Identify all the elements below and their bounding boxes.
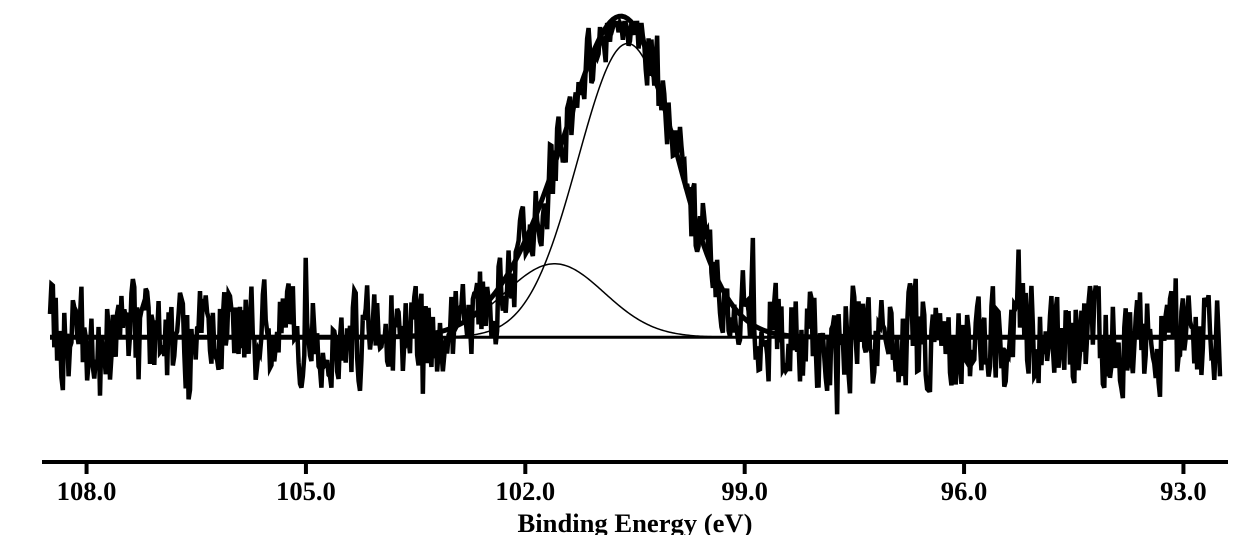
xps-spectrum-svg: 108.0 105.0 102.0 99.0 96.0 93.0 Binding Energ…	[0, 0, 1239, 535]
x-tick-label: 99.0	[721, 476, 768, 506]
x-tick-label: 108.0	[57, 476, 117, 506]
x-tick-label: 93.0	[1160, 476, 1207, 506]
xps-spectrum-figure: 108.0 105.0 102.0 99.0 96.0 93.0 Binding Energ…	[0, 0, 1239, 535]
x-tick-label: 105.0	[276, 476, 336, 506]
x-axis-label: Binding Energy (eV)	[518, 508, 753, 535]
x-tick-label: 102.0	[495, 476, 555, 506]
x-tick-label: 96.0	[941, 476, 988, 506]
